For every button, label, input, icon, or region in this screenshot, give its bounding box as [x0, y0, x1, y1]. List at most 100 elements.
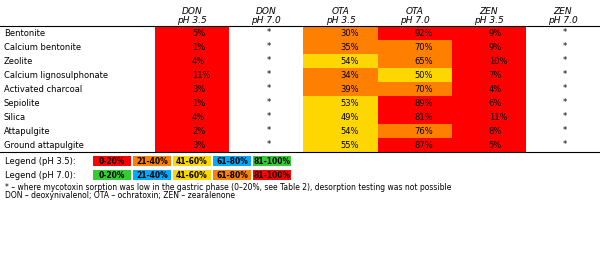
Text: 1%: 1% [192, 98, 205, 107]
Text: *: * [266, 98, 271, 107]
Bar [452, 40, 526, 54]
Text: 41-60%: 41-60% [176, 171, 208, 180]
Text: *: * [563, 84, 567, 93]
Text: 81%: 81% [415, 112, 433, 121]
Bar [155, 96, 229, 110]
Bar [93, 156, 131, 166]
Text: 2%: 2% [192, 126, 205, 135]
Bar [377, 82, 452, 96]
Text: Ground attapulgite: Ground attapulgite [4, 140, 84, 149]
Text: Attapulgite: Attapulgite [4, 126, 50, 135]
Text: *: * [266, 126, 271, 135]
Text: 65%: 65% [415, 56, 433, 65]
Bar [155, 68, 229, 82]
Bar [304, 82, 377, 96]
Text: 34%: 34% [340, 70, 359, 79]
Bar [304, 40, 377, 54]
Text: 4%: 4% [489, 84, 502, 93]
Text: 4%: 4% [192, 112, 205, 121]
Text: Legend (pH 7.0):: Legend (pH 7.0): [5, 171, 76, 180]
Bar [133, 156, 171, 166]
Bar [452, 26, 526, 40]
Bar [155, 110, 229, 124]
Bar [304, 68, 377, 82]
Bar [155, 82, 229, 96]
Bar [304, 124, 377, 138]
Bar [213, 170, 251, 180]
Text: *: * [563, 98, 567, 107]
Text: OTA: OTA [331, 7, 349, 16]
Bar [93, 170, 131, 180]
Text: 55%: 55% [340, 140, 359, 149]
Text: *: * [563, 112, 567, 121]
Text: 8%: 8% [489, 126, 502, 135]
Text: *: * [266, 84, 271, 93]
Bar [253, 156, 291, 166]
Bar [452, 110, 526, 124]
Bar [452, 96, 526, 110]
Bar [452, 82, 526, 96]
Text: 3%: 3% [192, 84, 205, 93]
Text: *: * [563, 29, 567, 37]
Bar [173, 156, 211, 166]
Bar [155, 138, 229, 152]
Text: 70%: 70% [415, 43, 433, 51]
Text: *: * [266, 70, 271, 79]
Text: *: * [266, 29, 271, 37]
Text: ZEN: ZEN [479, 7, 498, 16]
Text: 89%: 89% [415, 98, 433, 107]
Text: 21-40%: 21-40% [136, 171, 168, 180]
Text: *: * [266, 140, 271, 149]
Bar [213, 156, 251, 166]
Text: Silica: Silica [4, 112, 26, 121]
Bar [452, 138, 526, 152]
Text: 30%: 30% [340, 29, 359, 37]
Text: pH 3.5: pH 3.5 [177, 16, 207, 25]
Text: Calcium lignosulphonate: Calcium lignosulphonate [4, 70, 108, 79]
Text: 1%: 1% [192, 43, 205, 51]
Bar [377, 138, 452, 152]
Text: Legend (pH 3.5):: Legend (pH 3.5): [5, 157, 76, 166]
Text: 50%: 50% [415, 70, 433, 79]
Text: 41-60%: 41-60% [176, 157, 208, 166]
Text: 92%: 92% [415, 29, 433, 37]
Text: Activated charcoal: Activated charcoal [4, 84, 82, 93]
Text: pH 3.5: pH 3.5 [326, 16, 355, 25]
Text: *: * [563, 43, 567, 51]
Bar [173, 170, 211, 180]
Bar [253, 170, 291, 180]
Text: Calcium bentonite: Calcium bentonite [4, 43, 81, 51]
Text: * – where mycotoxin sorption was low in the gastric phase (0–20%, see Table 2), : * – where mycotoxin sorption was low in … [5, 183, 451, 192]
Text: 76%: 76% [415, 126, 433, 135]
Text: Bentonite: Bentonite [4, 29, 45, 37]
Bar [377, 124, 452, 138]
Text: 54%: 54% [340, 56, 359, 65]
Text: DON: DON [182, 7, 202, 16]
Text: 35%: 35% [340, 43, 359, 51]
Bar [133, 170, 171, 180]
Bar [452, 68, 526, 82]
Text: pH 7.0: pH 7.0 [251, 16, 281, 25]
Text: OTA: OTA [406, 7, 424, 16]
Bar [452, 54, 526, 68]
Bar [377, 96, 452, 110]
Text: 54%: 54% [340, 126, 359, 135]
Text: *: * [563, 140, 567, 149]
Text: pH 7.0: pH 7.0 [548, 16, 578, 25]
Text: DON – deoxynivalenol; OTA – ochratoxin; ZEN – zearalenone: DON – deoxynivalenol; OTA – ochratoxin; … [5, 191, 235, 200]
Text: *: * [266, 56, 271, 65]
Bar [377, 40, 452, 54]
Text: *: * [266, 112, 271, 121]
Text: 4%: 4% [192, 56, 205, 65]
Bar [304, 110, 377, 124]
Text: DON: DON [256, 7, 277, 16]
Text: 11%: 11% [489, 112, 507, 121]
Text: 61-80%: 61-80% [216, 157, 248, 166]
Text: 81-100%: 81-100% [253, 171, 290, 180]
Text: 61-80%: 61-80% [216, 171, 248, 180]
Bar [377, 54, 452, 68]
Text: 0-20%: 0-20% [99, 157, 125, 166]
Text: 5%: 5% [489, 140, 502, 149]
Text: 0-20%: 0-20% [99, 171, 125, 180]
Text: 49%: 49% [340, 112, 359, 121]
